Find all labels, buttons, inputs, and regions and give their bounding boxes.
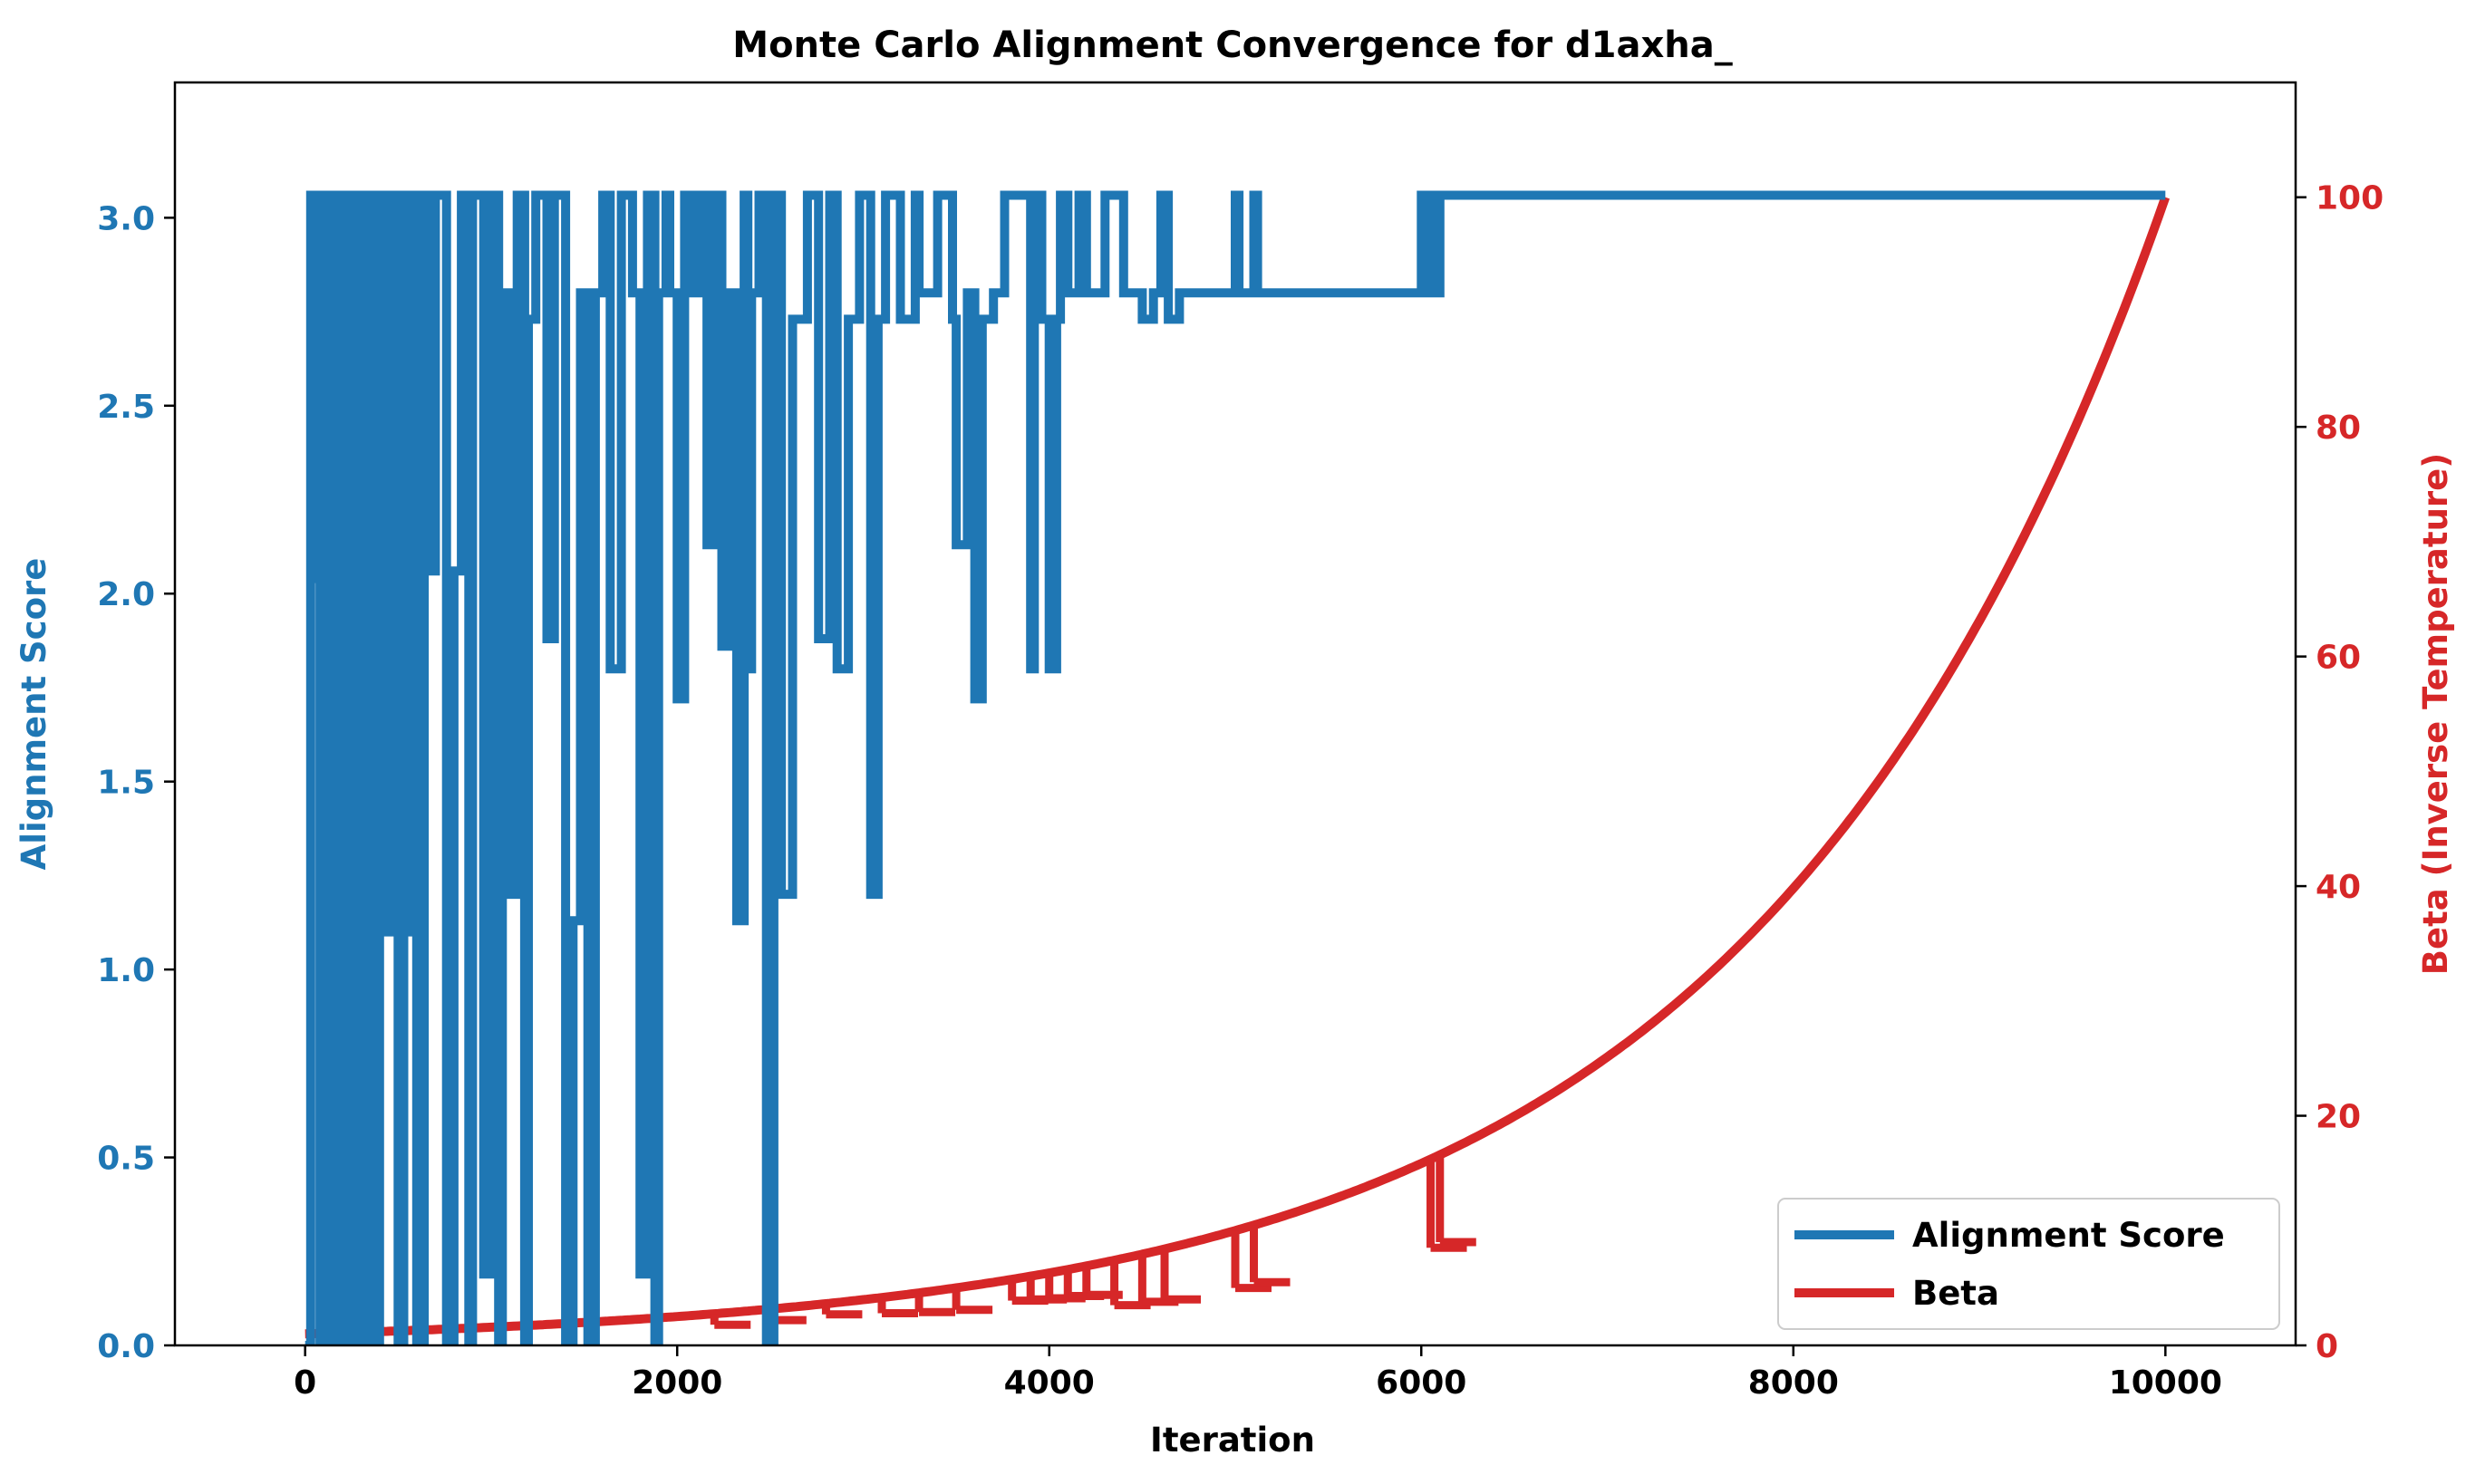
y-axis-right-label: Beta (Inverse Temperature) <box>2416 453 2455 975</box>
legend-label-beta: Beta <box>1912 1274 1999 1313</box>
x-axis: 0 2000 4000 6000 8000 10000 <box>294 1345 2222 1402</box>
y-left-tick-label: 1.0 <box>97 952 155 989</box>
y-left-tick-label: 2.0 <box>97 576 155 613</box>
y-axis-left: 0.0 0.5 1.0 1.5 2.0 2.5 3.0 <box>97 200 175 1365</box>
x-axis-label: Iteration <box>1150 1421 1315 1460</box>
beta-series-layer <box>304 196 2171 1339</box>
y-right-tick-label: 80 <box>2316 410 2361 447</box>
legend: Alignment Score Beta <box>1777 1198 2280 1330</box>
y-right-tick-label: 40 <box>2316 869 2361 906</box>
score-series-layer <box>305 190 2166 1345</box>
y-right-tick-label: 60 <box>2316 640 2361 677</box>
x-tick-label: 6000 <box>1376 1364 1466 1402</box>
y-left-tick-label: 0.0 <box>97 1328 155 1365</box>
y-axis-right: 0 20 40 60 80 100 <box>2296 180 2384 1365</box>
legend-box <box>1777 1198 2280 1330</box>
y-left-tick-label: 3.0 <box>97 200 155 237</box>
plot-frame <box>173 81 2297 1347</box>
y-left-tick-label: 2.5 <box>97 389 155 426</box>
y-axis-left-label: Alignment Score <box>15 558 53 871</box>
y-left-tick-label: 0.5 <box>97 1141 155 1178</box>
y-right-tick-label: 0 <box>2316 1328 2338 1365</box>
y-left-tick-label: 1.5 <box>97 765 155 802</box>
score-line <box>305 190 2166 1345</box>
x-tick-label: 2000 <box>632 1364 722 1402</box>
chart-title: Monte Carlo Alignment Convergence for d1… <box>732 24 1732 66</box>
x-tick-label: 4000 <box>1004 1364 1095 1402</box>
legend-label-score: Alignment Score <box>1912 1216 2225 1255</box>
x-tick-label: 8000 <box>1748 1364 1839 1402</box>
x-tick-label: 0 <box>294 1364 316 1402</box>
x-tick-label: 10000 <box>2109 1364 2222 1402</box>
y-right-tick-label: 20 <box>2316 1099 2361 1136</box>
y-right-tick-label: 100 <box>2316 180 2384 217</box>
